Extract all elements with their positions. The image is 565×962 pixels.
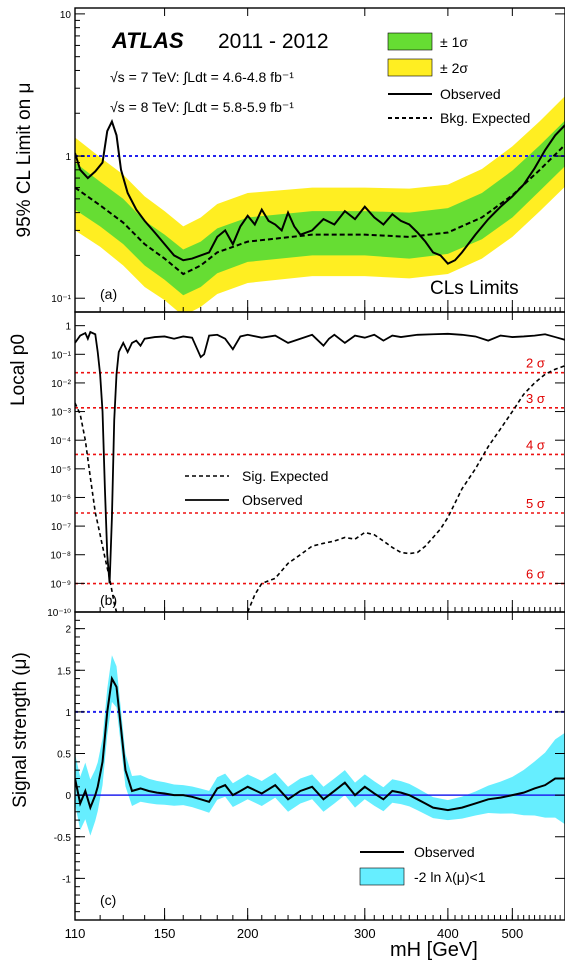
panel-c-band: [75, 655, 565, 836]
panel-a-cls-limits: 10⁻¹ 1 10 95% CL Limit on μ ATLAS 2011 - 2…: [14, 7, 565, 313]
panel-c-ytick-label-0: -1: [62, 874, 71, 885]
panel-a-label: (a): [100, 286, 117, 302]
panel-b-ytick-label-3: 10⁻³: [51, 408, 71, 419]
panel-b-label: (b): [100, 592, 117, 608]
panel-b-ytick-label-8: 10⁻⁸: [50, 551, 71, 562]
panel-b-ytick-label-7: 10⁻⁷: [51, 522, 71, 533]
panel-c-ytick-label-6: 2: [65, 625, 71, 636]
x-tick-label-0: 110: [65, 926, 86, 941]
panel-c-ytick-label-1: -0.5: [54, 833, 72, 844]
legend-2sigma-swatch: [387, 58, 433, 77]
panel-a-observed-curve: [75, 118, 565, 265]
panel-a-expected-curve: [75, 144, 565, 276]
panel-b-local-p0: 2 σ 3 σ 4 σ 5 σ 6 σ 1 10⁻¹ 10⁻² 10⁻³ 10⁻⁴ 10⁻⁵ 10⁻…: [8, 311, 565, 619]
panel-a-x-ticks: [74, 8, 565, 312]
atlas-logo-text: ATLAS: [111, 28, 184, 53]
legend-1sigma-label: ± 1σ: [440, 34, 468, 50]
panel-a-ytick-label-1: 1: [65, 152, 71, 163]
panel-b-legend: Sig. Expected Observed: [185, 468, 328, 508]
sigma-label-6: 6 σ: [526, 567, 545, 582]
panel-c-ytick-label-2: 0: [65, 791, 71, 802]
panel-b-ytick-label-9: 10⁻⁹: [50, 579, 71, 590]
lumi-8tev: √s = 8 TeV: ∫Ldt = 5.8-5.9 fb⁻¹: [110, 99, 294, 115]
panel-c-band-area: [75, 655, 565, 836]
x-tick-label-1: 150: [154, 926, 176, 941]
sigma-label-3: 3 σ: [526, 391, 545, 406]
panel-a-y-ticks: 10⁻¹ 1 10: [51, 10, 565, 305]
panel-c-label: (c): [100, 892, 116, 908]
panel-b-y-axis-title: Local p0: [8, 334, 29, 406]
panel-c-signal-strength: -1 -0.5 0 0.5 1 1.5 2 110 150 200 300 400 500 Signa…: [10, 611, 565, 961]
legend-1sigma-swatch: [387, 32, 433, 51]
panel-b-ytick-label-5: 10⁻⁵: [50, 465, 71, 476]
panel-c-frame: [74, 611, 565, 921]
panel-c-ytick-label-5: 1.5: [57, 666, 71, 677]
panel-a-curves: [75, 118, 565, 276]
panel-a-ytick-label-0: 10⁻¹: [51, 294, 71, 305]
legend-2sigma-label: ± 2σ: [440, 60, 468, 76]
x-tick-label-2: 200: [237, 926, 259, 941]
panel-b-y-ticks: 1 10⁻¹ 10⁻² 10⁻³ 10⁻⁴ 10⁻⁵ 10⁻⁶ 10⁻⁷ 10⁻⁸ 10⁻⁹ 10⁻…: [47, 322, 565, 619]
panel-b-expected-curve-1: [246, 364, 565, 612]
panel-b-ytick-label-1: 10⁻¹: [51, 350, 71, 361]
panel-c-y-axis-title: Signal strength (μ): [10, 652, 31, 808]
panel-c-y-ticks: -1 -0.5 0 0.5 1 1.5 2: [54, 619, 565, 913]
cls-limits-annotation: CLs Limits: [430, 278, 519, 299]
x-tick-label-4: 400: [437, 926, 459, 941]
panel-c-x-ticks: 110 150 200 300 400 500: [65, 612, 565, 941]
band-1sigma: [75, 120, 565, 296]
panel-b-expected-curve-0: [75, 402, 118, 612]
panel-a-ytick-label-2: 10: [60, 10, 72, 21]
panel-b-curves: [75, 330, 565, 612]
legend-sig-expected-label: Sig. Expected: [242, 468, 328, 484]
panel-b-x-ticks: [74, 312, 565, 612]
panel-b-observed-curve: [75, 330, 565, 584]
panel-a-y-axis-title: 95% CL Limit on μ: [14, 83, 35, 238]
panel-b-ytick-label-4: 10⁻⁴: [50, 436, 71, 447]
atlas-years: 2011 - 2012: [218, 30, 329, 53]
legend-expected-label: Bkg. Expected: [440, 110, 530, 126]
legend-c-band-label: -2 ln λ(μ)<1: [414, 869, 486, 885]
sigma-label-4: 4 σ: [526, 437, 545, 452]
panel-a-legend: ± 1σ ± 2σ Observed Bkg. Expected: [387, 32, 530, 126]
legend-observed-label: Observed: [440, 86, 501, 102]
lumi-7tev: √s = 7 TeV: ∫Ldt = 4.6-4.8 fb⁻¹: [110, 69, 294, 85]
panel-c-ytick-label-3: 0.5: [57, 750, 71, 761]
panel-b-ytick-label-2: 10⁻²: [51, 379, 71, 390]
x-tick-label-3: 300: [354, 926, 376, 941]
panel-c-legend: Observed -2 ln λ(μ)<1: [359, 844, 486, 886]
legend-c-band-swatch: [359, 867, 405, 886]
panel-b-ytick-label-10: 10⁻¹⁰: [47, 608, 71, 619]
sigma-label-5: 5 σ: [526, 496, 545, 511]
panel-b-ytick-label-0: 1: [65, 322, 71, 333]
panel-b-ytick-label-6: 10⁻⁶: [50, 493, 71, 504]
x-tick-label-5: 500: [501, 926, 523, 941]
legend-b-observed-label: Observed: [242, 492, 303, 508]
x-axis-title: mH [GeV]: [390, 939, 478, 961]
panel-c-curves: [75, 675, 565, 812]
legend-c-observed-label: Observed: [414, 844, 475, 860]
sigma-label-2: 2 σ: [526, 356, 545, 371]
panel-b-frame: [74, 311, 565, 613]
panel-c-observed-curve: [75, 675, 565, 812]
panel-c-ytick-label-4: 1: [65, 708, 71, 719]
